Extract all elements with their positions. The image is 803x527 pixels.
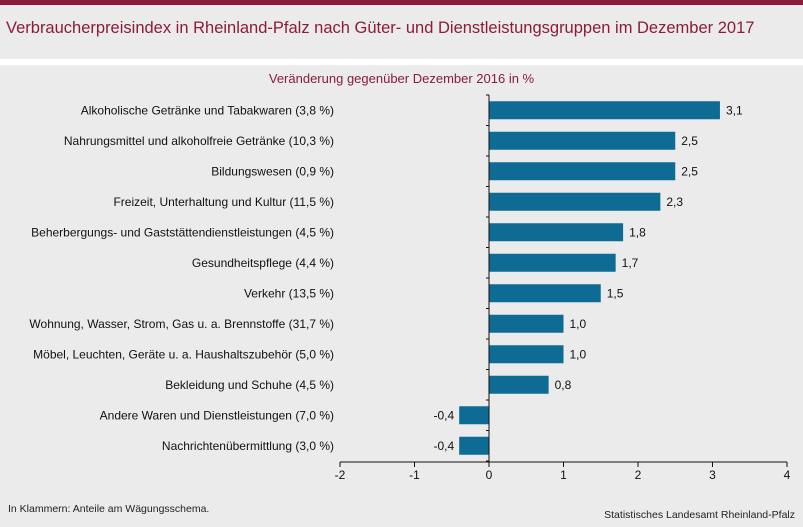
title-area: [0, 5, 803, 59]
category-label: Andere Waren und Dienstleistungen (7,0 %…: [100, 408, 334, 422]
x-tick-label: 4: [784, 468, 791, 482]
bar: [489, 223, 624, 242]
bar: [489, 375, 549, 394]
category-label: Freizeit, Unterhaltung und Kultur (11,5 …: [113, 195, 334, 209]
bar: [489, 284, 601, 303]
x-tick-label: 2: [635, 468, 642, 482]
bar: [489, 314, 564, 333]
x-tick-label: 0: [486, 468, 493, 482]
category-label: Wohnung, Wasser, Strom, Gas u. a. Brenns…: [29, 317, 334, 331]
category-label: Möbel, Leuchten, Geräte u. a. Haushaltsz…: [33, 347, 334, 361]
x-tick-label: 3: [709, 468, 716, 482]
data-label: 1,7: [622, 256, 639, 270]
category-label: Nachrichtenübermittlung (3,0 %): [162, 439, 334, 453]
data-label: 1,0: [570, 317, 587, 331]
data-label: 3,1: [726, 103, 743, 117]
page-title: Verbraucherpreisindex in Rheinland-Pfalz…: [6, 19, 755, 37]
category-label: Nahrungsmittel und alkoholfreie Getränke…: [64, 134, 334, 148]
source-note: Statistisches Landesamt Rheinland-Pfalz: [604, 509, 795, 521]
bar: [489, 192, 661, 211]
data-label: 1,8: [629, 225, 646, 239]
category-label: Verkehr (13,5 %): [244, 286, 334, 300]
data-label: 0,8: [555, 378, 572, 392]
bar: [459, 436, 489, 455]
category-label: Beherbergungs- und Gaststättendienstleis…: [31, 225, 334, 239]
data-label: -0,4: [434, 408, 455, 422]
x-tick-label: -1: [409, 468, 420, 482]
footnote: In Klammern: Anteile am Wägungsschema.: [8, 503, 210, 515]
category-label: Bekleidung und Schuhe (4,5 %): [165, 378, 334, 392]
x-tick-label: -2: [335, 468, 346, 482]
bar: [489, 253, 616, 272]
data-label: 1,0: [570, 347, 587, 361]
bar: [489, 131, 676, 150]
data-label: 2,5: [681, 134, 698, 148]
bar: [459, 406, 489, 425]
separator: [0, 59, 803, 65]
top-accent-bar: [0, 0, 803, 5]
x-tick-label: 1: [560, 468, 567, 482]
chart-subtitle: Veränderung gegenüber Dezember 2016 in %: [268, 71, 535, 86]
category-label: Gesundheitspflege (4,4 %): [192, 256, 334, 270]
category-label: Alkoholische Getränke und Tabakwaren (3,…: [81, 103, 334, 117]
data-label: -0,4: [434, 439, 455, 453]
category-label: Bildungswesen (0,9 %): [211, 164, 334, 178]
data-label: 2,5: [681, 164, 698, 178]
bar: [489, 345, 564, 364]
bar: [489, 101, 720, 120]
data-label: 2,3: [666, 195, 683, 209]
data-label: 1,5: [607, 286, 624, 300]
bar: [489, 162, 676, 181]
